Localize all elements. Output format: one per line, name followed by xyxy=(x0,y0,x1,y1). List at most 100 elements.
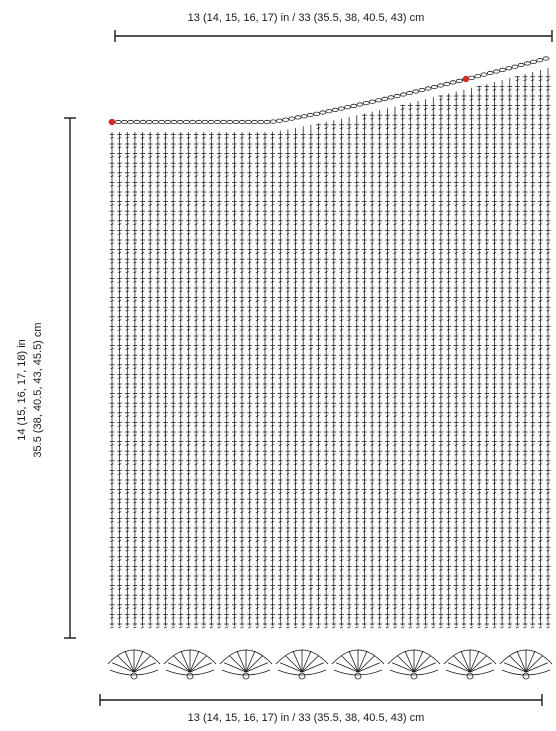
shell-motif xyxy=(220,649,272,679)
foundation-chain xyxy=(109,57,549,124)
stitch-column xyxy=(171,132,176,628)
stitch-column xyxy=(209,132,214,628)
stitch-column xyxy=(140,132,145,628)
chain-stitch xyxy=(431,85,437,88)
chain-stitch xyxy=(159,120,165,123)
chain-stitch xyxy=(438,84,444,87)
height-label-cm: 35.5 (38, 40.5, 43, 45.5) cm xyxy=(31,322,45,457)
chain-stitch xyxy=(233,120,239,123)
chain-stitch xyxy=(394,94,400,97)
top-width-label: 13 (14, 15, 16, 17) in / 33 (35.5, 38, 4… xyxy=(0,12,556,24)
stitch-column xyxy=(469,88,474,628)
stitch-column xyxy=(293,128,298,628)
bottom-dimension-line xyxy=(100,694,542,706)
stitch-column xyxy=(201,132,206,628)
stitch-column xyxy=(507,78,512,628)
stitch-column xyxy=(416,101,421,628)
stitch-column xyxy=(255,132,260,628)
stitch-column xyxy=(523,74,528,628)
chain-stitch xyxy=(369,100,375,103)
stitch-column xyxy=(240,132,245,628)
shell-motif xyxy=(276,649,328,679)
chain-stitch xyxy=(202,120,208,123)
chain-stitch xyxy=(481,73,487,76)
stitch-column xyxy=(316,123,321,628)
chain-stitch xyxy=(171,120,177,123)
chain-stitch xyxy=(407,91,413,94)
chain-stitch xyxy=(543,57,549,60)
stitch-column xyxy=(232,132,237,628)
stitch-column xyxy=(423,99,428,628)
chain-stitch xyxy=(289,117,295,120)
chain-stitch xyxy=(264,120,270,123)
chain-stitch xyxy=(165,120,171,123)
stitch-column xyxy=(546,68,551,628)
stitch-column xyxy=(393,107,398,629)
stitch-column xyxy=(477,86,482,628)
chain-stitch xyxy=(413,90,419,93)
stitch-column xyxy=(354,115,359,628)
stitch-column xyxy=(385,108,390,628)
chain-stitch xyxy=(518,63,524,66)
shell-motif xyxy=(108,649,160,679)
stitch-column xyxy=(538,70,543,628)
stitch-column xyxy=(301,126,306,628)
stitch-column xyxy=(454,92,459,628)
chain-stitch xyxy=(301,115,307,118)
chain-stitch xyxy=(183,120,189,123)
stitch-column xyxy=(125,132,130,628)
chain-stitch xyxy=(357,103,363,106)
stitch-column xyxy=(163,132,168,628)
stitch-column xyxy=(270,132,275,628)
stitch-column xyxy=(439,95,444,628)
stitch-column xyxy=(431,97,436,628)
chain-stitch xyxy=(252,120,258,123)
stitch-column xyxy=(446,94,451,629)
stitch-column xyxy=(178,132,183,628)
stitch-columns xyxy=(110,68,551,628)
chain-stitch xyxy=(425,87,431,90)
chain-stitch xyxy=(345,106,351,109)
chain-stitch xyxy=(475,75,481,78)
chain-stitch xyxy=(382,97,388,100)
stitch-column xyxy=(156,132,161,628)
stitch-column xyxy=(492,82,497,628)
height-label-inches: 14 (15, 16, 17, 18) in xyxy=(15,339,29,441)
chain-stitch xyxy=(134,120,140,123)
stitch-column xyxy=(194,132,199,628)
chain-stitch xyxy=(146,120,152,123)
shell-motif xyxy=(500,649,552,679)
stitch-column xyxy=(217,132,222,628)
chain-stitch xyxy=(326,110,332,113)
chain-stitch xyxy=(320,111,326,114)
stitch-column xyxy=(324,122,329,628)
stitch-column xyxy=(377,110,382,628)
stitch-column xyxy=(484,84,489,628)
chain-stitch xyxy=(444,82,450,85)
shaping-marker xyxy=(463,76,469,82)
stitch-column xyxy=(309,125,314,628)
chain-stitch xyxy=(221,120,227,123)
chain-stitch xyxy=(419,88,425,91)
chain-stitch xyxy=(524,62,530,65)
shell-edging xyxy=(108,649,552,679)
chain-stitch xyxy=(152,120,158,123)
chain-stitch xyxy=(363,101,369,104)
chain-stitch xyxy=(338,107,344,110)
chain-stitch xyxy=(314,112,320,115)
chain-stitch xyxy=(307,113,313,116)
stitch-column xyxy=(224,132,229,628)
chain-stitch xyxy=(121,120,127,123)
shell-motif xyxy=(332,649,384,679)
chain-stitch xyxy=(456,79,462,82)
bottom-width-label: 13 (14, 15, 16, 17) in / 33 (35.5, 38, 4… xyxy=(0,712,556,724)
chain-stitch xyxy=(177,120,183,123)
shell-motif xyxy=(444,649,496,679)
chain-stitch xyxy=(276,119,282,122)
stitch-column xyxy=(462,90,467,628)
stitch-column xyxy=(331,120,336,628)
stitch-column xyxy=(347,117,352,628)
chain-stitch xyxy=(214,120,220,123)
